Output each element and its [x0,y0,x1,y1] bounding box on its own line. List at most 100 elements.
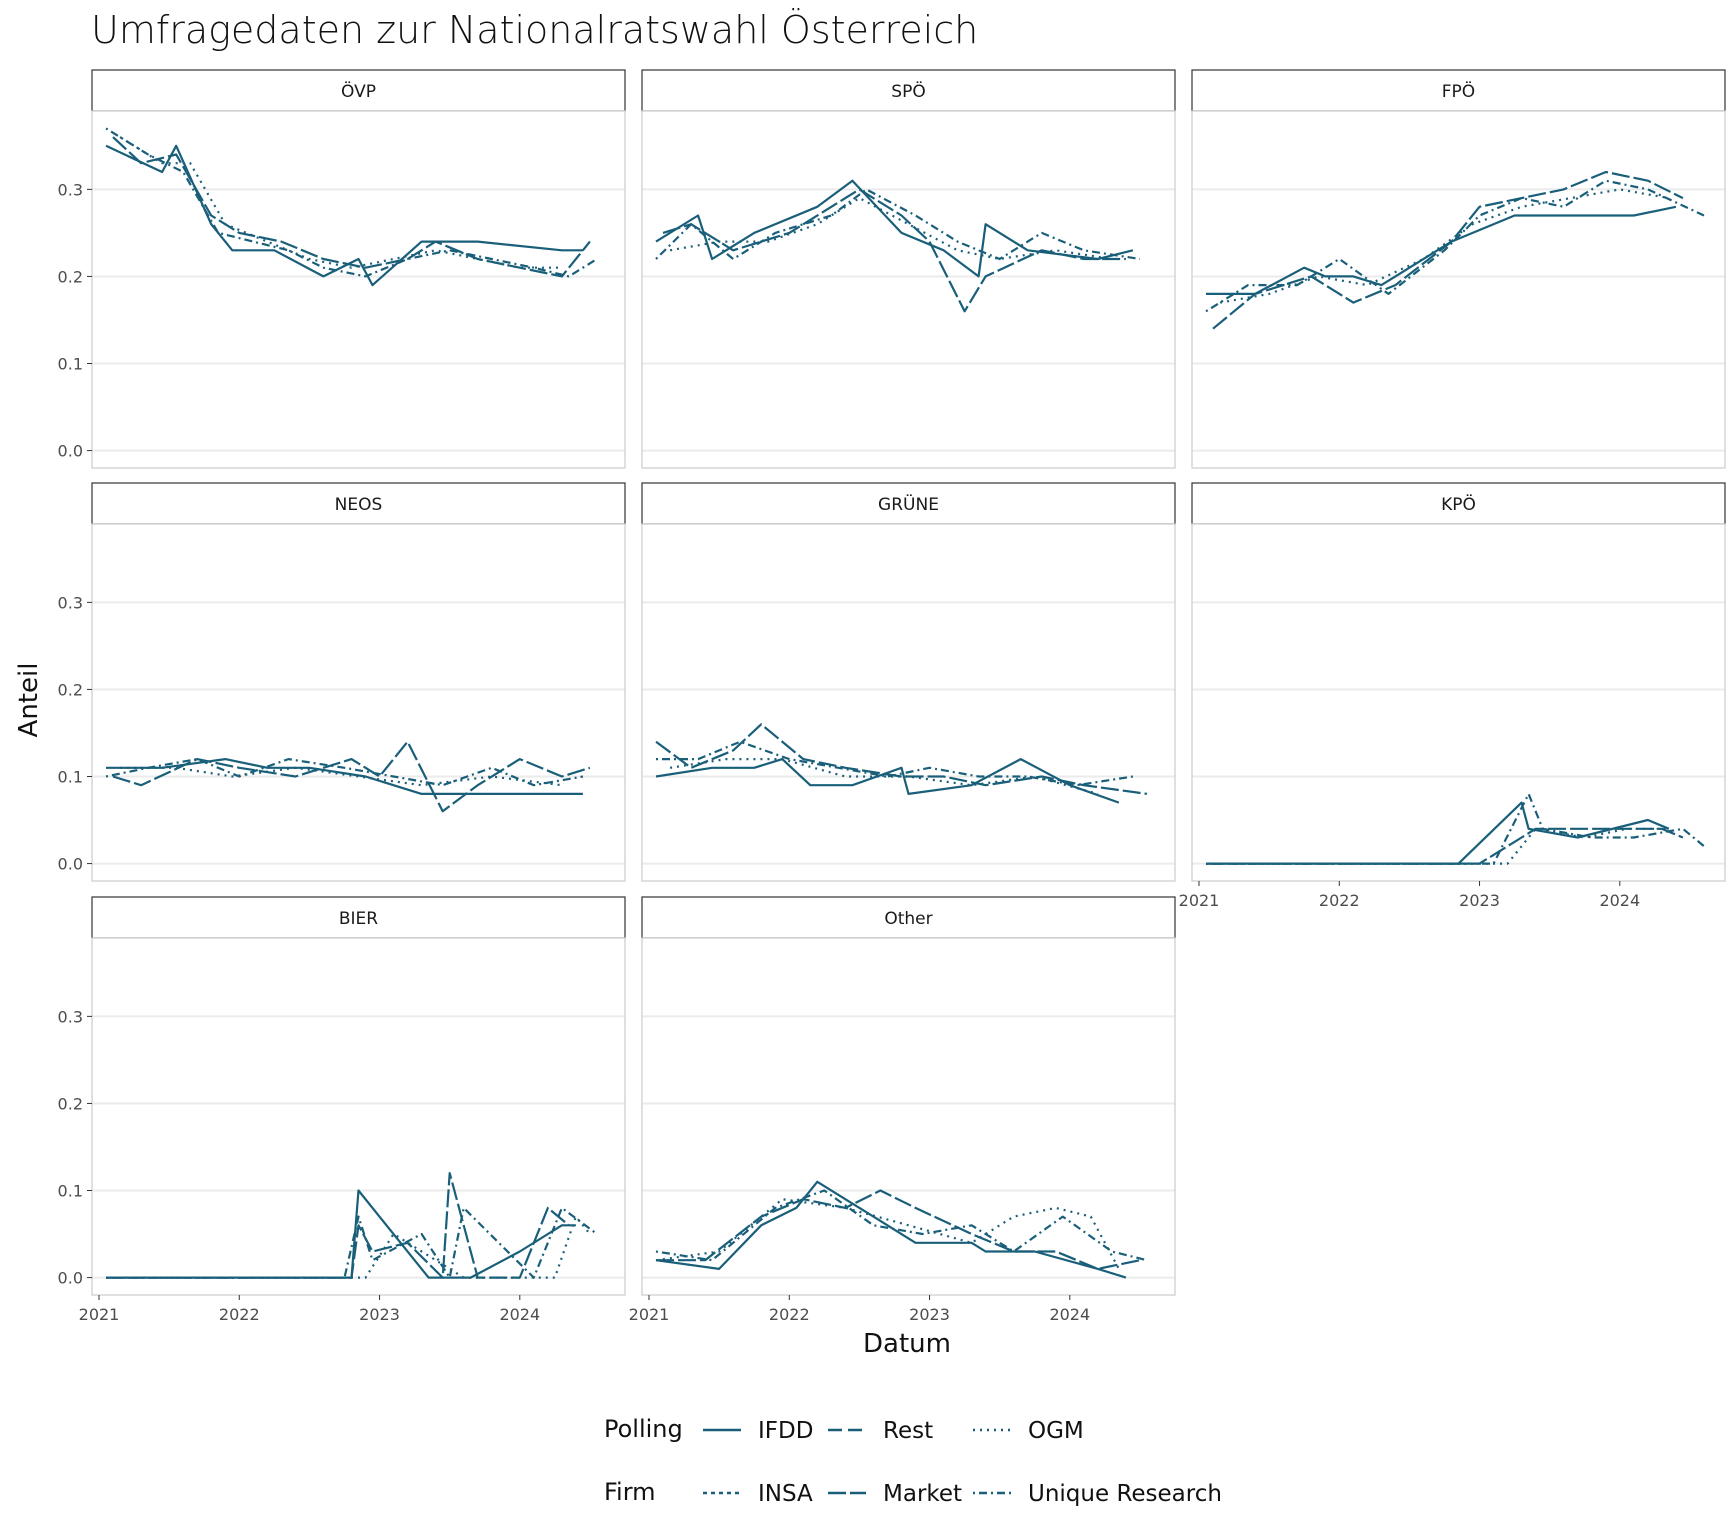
panel-plot-area [642,111,1175,468]
series-line-unique-research [655,1189,1148,1262]
x-tick-label: 2022 [219,1305,260,1324]
x-tick-label: 2023 [359,1305,400,1324]
series-line-unique-research [105,127,598,278]
x-tick-label: 2023 [1459,891,1500,910]
series-line-market [112,136,591,278]
x-tick-label: 2021 [1179,891,1220,910]
series-line-ogm [119,136,562,269]
series-line-ogm [106,1215,591,1279]
x-tick-label: 2022 [1319,891,1360,910]
legend-label: IFDD [758,1418,813,1444]
y-tick-label: 0.0 [58,442,83,461]
legend-label: Unique Research [1028,1481,1222,1507]
series-line-market [1206,827,1684,865]
series-line-unique-research [106,1206,598,1279]
panel-strip-label: BIER [339,909,378,929]
series-line-market [1212,170,1684,330]
panel-strip-label: SPÖ [891,80,925,102]
legend-title-line1: Polling [604,1415,683,1443]
panel-bier: BIER 0.0 0.1 0.2 0.3 2021 2022 2023 2024 [58,896,626,1324]
series-line-unique-research [1205,179,1705,313]
panel-border [1191,110,1726,469]
panel-strip [91,69,626,112]
panel-plot-area [1192,111,1725,468]
panel-plot-area [642,524,1175,881]
x-tick-label: 2024 [499,1305,540,1324]
series-line-market [106,1171,570,1279]
panel-ovp: ÖVP 0.0 0.1 0.2 0.3 [58,69,626,469]
series-line-market [662,188,1126,313]
x-tick-label: 2023 [909,1305,950,1324]
y-tick-label: 0.1 [58,355,83,374]
panel-plot-area [92,111,625,468]
y-axis-title: Anteil [14,663,44,738]
panel-strip-label: GRÜNE [878,493,939,515]
panel-border [1191,523,1726,882]
panel-strip [1191,482,1726,525]
panel-strip-label: KPÖ [1441,493,1476,515]
series-line-ifdd [106,1189,576,1279]
panel-strip [91,482,626,525]
series-line-unique-research [655,188,1141,261]
panel-plot-area [642,938,1175,1295]
panel-kpo: KPÖ 2021 2022 2023 2024 [1179,482,1726,910]
series-line-ifdd [655,179,1134,278]
series-line-ogm [1206,827,1669,865]
y-tick-label: 0.2 [58,680,83,699]
y-tick-label: 0.3 [58,1007,83,1026]
legend-label: Rest [883,1418,933,1444]
legend-item-insa: INSA [703,1481,813,1507]
chart-title: Umfragedaten zur Nationalratswahl Österr… [91,8,978,52]
panel-grune: GRÜNE [641,482,1176,882]
y-tick-label: 0.1 [58,768,83,787]
panel-border [91,523,626,882]
panel-strip [1191,69,1726,112]
panel-plot-area [1192,524,1725,881]
series-line-ifdd [655,1180,1127,1279]
panel-neos: NEOS 0.0 0.1 0.2 0.3 [58,482,626,882]
series-line-ifdd [106,757,583,796]
y-tick-label: 0.2 [58,267,83,286]
panel-border [641,110,1176,469]
panels-layer: ÖVP 0.0 0.1 0.2 0.3 SPÖ FPÖ NEOS 0.0 0.1 0.2 0.3 GRÜ… [58,69,1726,1324]
legend-item-ifdd: IFDD [703,1418,813,1444]
panel-plot-area [92,524,625,881]
series-line-unique-research [1206,792,1705,865]
legend-item-ogm: OGM [973,1418,1084,1444]
legend-item-market: Market [828,1481,962,1507]
panel-strip-label: NEOS [335,495,383,515]
legend-title-line2: Firm [604,1478,656,1506]
legend-label: INSA [758,1481,813,1507]
panel-fpo: FPÖ [1191,69,1726,469]
panel-border [91,937,626,1296]
legend-label: OGM [1028,1418,1084,1444]
panel-other: Other 2021 2022 2023 2024 [629,896,1176,1324]
legend: Polling Firm IFDD Rest OGM INSA Market Unique… [604,1415,1222,1507]
panel-border [641,937,1176,1296]
panel-strip [641,896,1176,939]
series-line-ifdd [105,144,583,287]
x-axis-title: Datum [863,1329,951,1359]
panel-strip-label: FPÖ [1442,80,1475,102]
y-tick-label: 0.3 [58,180,83,199]
x-tick-label: 2021 [79,1305,120,1324]
series-line-ifdd [655,757,1120,804]
y-tick-label: 0.0 [58,1269,83,1288]
y-tick-label: 0.2 [58,1094,83,1113]
series-line-market [656,1189,1141,1271]
panel-strip [641,482,1176,525]
series-line-ogm [1219,188,1670,304]
series-line-ifdd [1206,205,1677,295]
legend-item-unique-research: Unique Research [973,1481,1222,1507]
x-tick-label: 2024 [1049,1305,1090,1324]
panel-plot-area [92,938,625,1295]
x-tick-label: 2024 [1599,891,1640,910]
x-tick-label: 2021 [629,1305,670,1324]
panel-strip-label: ÖVP [341,80,376,102]
series-line-market [655,723,1148,795]
panel-strip-label: Other [884,909,932,929]
panel-spo: SPÖ [641,69,1176,469]
y-tick-label: 0.1 [58,1182,83,1201]
